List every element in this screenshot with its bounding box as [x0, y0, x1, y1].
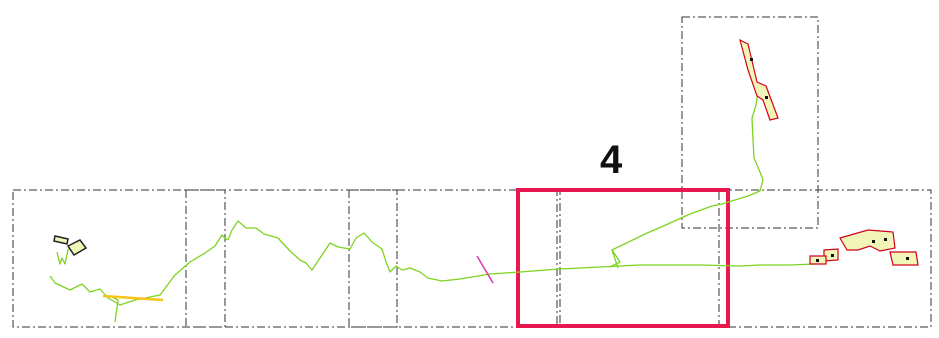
sheet-frame-4[interactable] [516, 188, 730, 328]
sheet-frame-4-outline [556, 189, 728, 328]
parcels-top [739, 38, 779, 121]
parcels-right [809, 229, 919, 266]
yellow-segment [102, 294, 164, 302]
sheet-frame-5[interactable] [681, 16, 819, 229]
sheet-frame-6[interactable] [718, 189, 932, 328]
magenta-marker [476, 255, 494, 284]
sheet-number-label: 4 [600, 138, 623, 182]
sheet-frames [12, 16, 932, 328]
route-line [49, 91, 816, 323]
sheet-frame-3[interactable] [348, 189, 561, 328]
sheet-frame-1[interactable] [12, 189, 226, 328]
sheet-frame-2[interactable] [185, 189, 398, 328]
structure-left [53, 235, 88, 257]
point-markers [750, 58, 909, 262]
